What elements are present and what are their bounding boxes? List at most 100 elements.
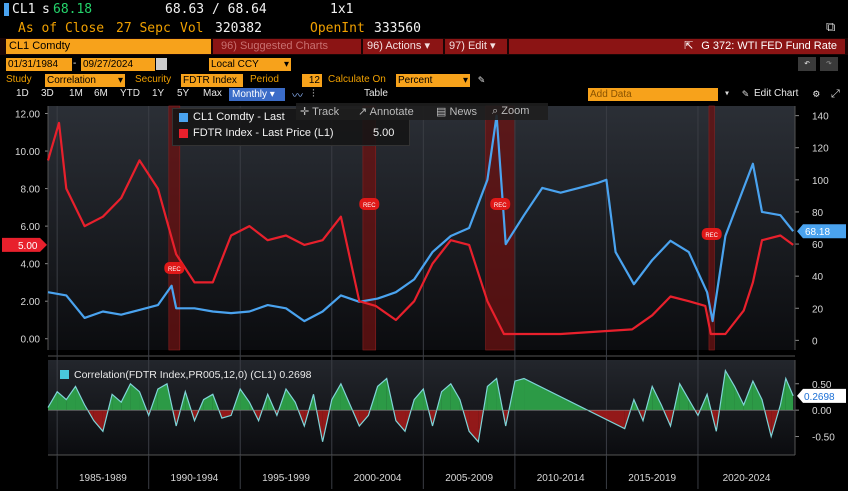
recession-marker[interactable]: REC	[164, 262, 185, 274]
period-1d[interactable]: 1D	[16, 88, 29, 99]
recession-bands	[168, 105, 715, 351]
chevron-down-icon[interactable]: ▾	[724, 88, 731, 99]
actions-button[interactable]: 96) Actions ▾	[363, 39, 443, 54]
period-6m[interactable]: 6M	[94, 88, 108, 99]
right-axis-tick-label: 100	[812, 176, 829, 187]
period-ytd[interactable]: YTD	[120, 88, 140, 99]
fdtr-last-value-tag	[2, 237, 47, 252]
correlation-positive-area	[286, 389, 296, 411]
recession-marker[interactable]: REC	[490, 198, 511, 210]
line-chart-icon[interactable]: 〰	[292, 89, 303, 102]
calendar-icon[interactable]	[156, 58, 167, 70]
recession-marker-shape	[701, 228, 722, 240]
correlation-panel: 0.50 0.00 -0.50 0.2698 Correlation(FDTR Inde…	[47, 360, 846, 455]
chevron-down-icon: ▾	[283, 59, 289, 70]
period-3d[interactable]: 3D	[41, 88, 54, 99]
header-row-1: CL1 s 68.18 68.63 / 68.64 1x1 ⧉	[0, 0, 848, 35]
chevron-down-icon: ▾	[462, 75, 468, 86]
study-label: Study	[6, 74, 32, 85]
date-range-row: 01/31/1984 - 09/27/2024 Local CCY ▾ ↶ ↷	[0, 57, 848, 72]
x-axis: 1985-1989 1990-1994 1995-1999 2000-2004 2005…	[48, 454, 795, 489]
correlation-positive-area	[414, 389, 424, 411]
left-axis-tick-label: 10.00	[15, 147, 40, 158]
correlation-positive-area	[377, 378, 387, 411]
end-date-field[interactable]: 09/27/2024	[81, 58, 155, 71]
left-axis: 0.00 2.00 4.00 6.00 8.00 10.00 12.00	[15, 106, 49, 350]
chevron-down-icon: ▾	[117, 75, 123, 86]
period-5y[interactable]: 5Y	[177, 88, 190, 99]
edit-chart-pencil-icon[interactable]: ✎	[742, 87, 749, 100]
vol-label: Vol	[180, 21, 204, 36]
openint-label: OpenInt	[310, 21, 365, 36]
right-axis-tick-label: 60	[812, 240, 824, 251]
chevron-down-icon: ▾	[269, 89, 275, 100]
recession-marker[interactable]: REC	[701, 228, 722, 240]
recession-marker-shape	[359, 198, 380, 210]
export-icon[interactable]: ⧉	[826, 20, 836, 35]
price-prefix: s	[42, 2, 50, 17]
right-axis: 0 20 40 60 80 100 120 140	[794, 106, 829, 350]
security-field[interactable]: CL1 Comdty	[6, 39, 211, 54]
calculate-on-select[interactable]: Percent ▾	[396, 74, 470, 87]
candle-chart-icon[interactable]: ⫶	[312, 87, 315, 100]
news-tool[interactable]: ▤ News	[436, 106, 477, 118]
period-max[interactable]: Max	[203, 88, 222, 99]
x-axis-tick-label: 2010-2014	[537, 473, 585, 484]
news-icon: ▤	[436, 106, 447, 118]
add-data-input[interactable]: Add Data	[588, 88, 718, 101]
fullscreen-icon[interactable]: ⤢	[831, 87, 840, 100]
correlation-legend-swatch	[60, 370, 69, 379]
legend-swatch-cl1	[179, 113, 188, 122]
start-date-field[interactable]: 01/31/1984	[6, 58, 72, 71]
table-button[interactable]: Table	[364, 88, 388, 99]
track-tool[interactable]: ✛ Track	[300, 106, 340, 118]
recession-marker-label: REC	[168, 267, 181, 273]
study-select[interactable]: Correlation ▾	[45, 74, 125, 87]
period-input[interactable]: 12	[302, 74, 322, 87]
pencil-icon[interactable]: ✎	[478, 73, 485, 86]
trade-size: 1x1	[330, 2, 354, 17]
graph-title-bar[interactable]: ⇱ G 372: WTI FED Fund Rate	[509, 39, 845, 54]
period-1y[interactable]: 1Y	[152, 88, 165, 99]
correlation-legend-label: Correlation(FDTR Index,PR005,12,0) (CL1)…	[74, 369, 312, 381]
correlation-negative-area	[221, 410, 232, 419]
crosshair-icon: ✛	[300, 106, 310, 118]
edit-chart-button[interactable]: Edit Chart	[754, 88, 799, 99]
x-axis-tick-label: 1990-1994	[171, 473, 219, 484]
correlation-axis-tick-label: 0.00	[812, 406, 832, 417]
correlation-axis-tick-label: -0.50	[812, 433, 835, 444]
correlation-positive-area	[112, 394, 122, 411]
redo-button[interactable]: ↷	[820, 57, 838, 71]
correlation-last-value-tag	[797, 388, 846, 403]
correlation-positive-area	[487, 378, 497, 411]
left-axis-tick-label: 12.00	[15, 110, 40, 121]
correlation-last-value-label: 0.2698	[804, 392, 835, 403]
cl1-last-value-label: 68.18	[805, 227, 830, 238]
period-1m[interactable]: 1M	[69, 88, 83, 99]
currency-select[interactable]: Local CCY ▾	[209, 58, 291, 71]
correlation-positive-area	[331, 383, 341, 411]
right-axis-tick-label: 80	[812, 208, 824, 219]
openint-value: 333560	[374, 21, 421, 36]
correlation-axis-tick-label: 0.50	[812, 380, 832, 391]
correlation-positive-area	[157, 383, 168, 411]
ticker-symbol[interactable]: CL1	[12, 2, 36, 17]
recession-marker[interactable]: REC	[359, 198, 380, 210]
right-axis-tick-label: 140	[812, 112, 829, 123]
correlation-positive-area	[679, 383, 689, 411]
security-input[interactable]: FDTR Index	[181, 74, 243, 87]
x-axis-tick-label: 2015-2019	[628, 473, 676, 484]
chart-tools-bar: ✛ Track ↗ Annotate ▤ News ⌕ Zoom	[296, 103, 548, 120]
zoom-tool[interactable]: ⌕ Zoom	[492, 105, 530, 117]
frequency-select[interactable]: Monthly ▾	[229, 88, 285, 101]
as-of-label: As of Close	[18, 21, 105, 36]
annotate-tool[interactable]: ↗ Annotate	[358, 106, 414, 118]
legend-label-cl1: CL1 Comdty - Last	[193, 111, 285, 123]
undo-button[interactable]: ↶	[798, 57, 816, 71]
magnifier-icon: ⌕	[492, 105, 499, 117]
edit-button[interactable]: 97) Edit ▾	[445, 39, 507, 54]
chart-area[interactable]: 0.00 2.00 4.00 6.00 8.00 10.00 12.00 0 20 40 60 80…	[0, 102, 848, 491]
correlation-positive-area	[121, 383, 131, 411]
settings-icon[interactable]: ⚙	[813, 87, 820, 100]
suggested-charts-button[interactable]: 96) Suggested Charts	[213, 39, 361, 54]
